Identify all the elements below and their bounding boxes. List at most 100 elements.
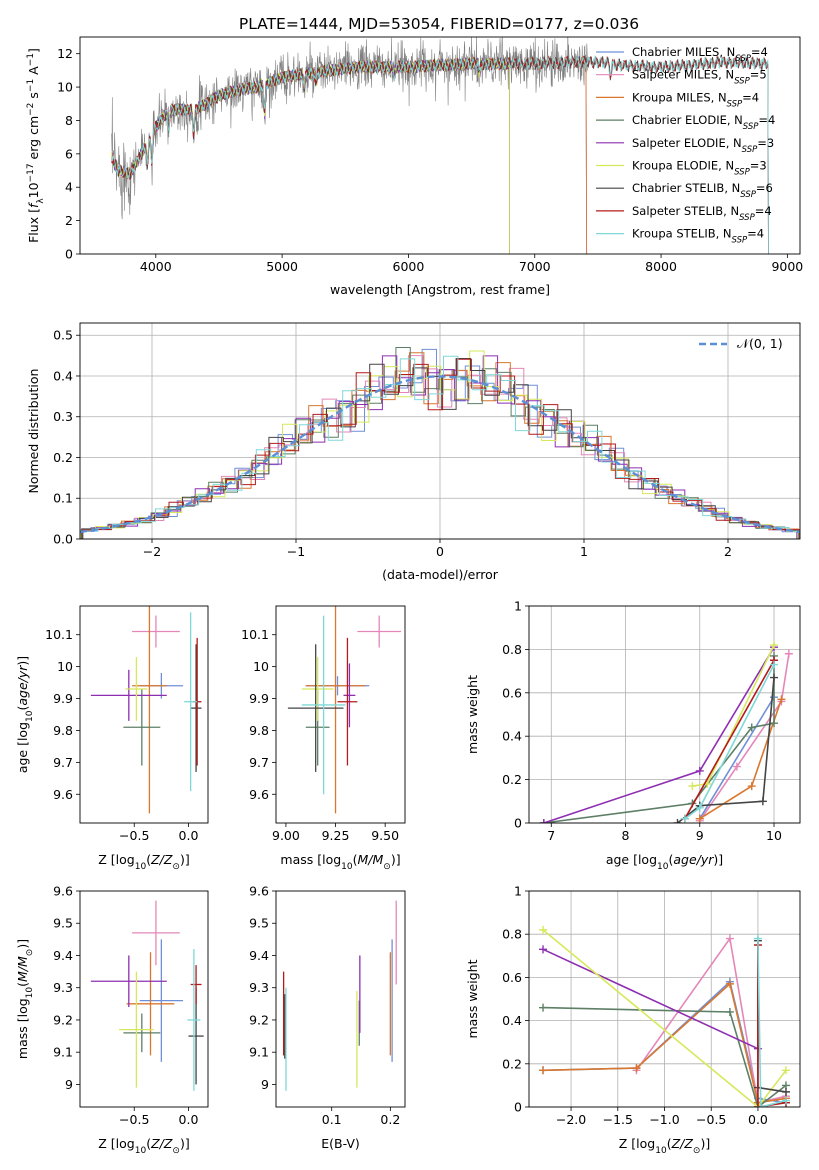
legend-label-value: =4 <box>751 45 768 59</box>
weight-line-chabrier-stelib <box>677 677 775 823</box>
y-tick-label: 9.4 <box>249 948 269 963</box>
histogram-salpeter-stelib <box>82 358 800 539</box>
y-tick-label: 9 <box>261 1077 269 1092</box>
x-axis-label: age [log10(age/yr)] <box>606 852 723 872</box>
weight-marker-kroupa-miles <box>725 979 734 988</box>
weight-marker-salpeter-miles <box>732 762 741 771</box>
y-axis-label-part: 10 <box>25 710 35 722</box>
y-axis-label-part: A <box>26 66 41 79</box>
x-axis-label: mass [log10(M/M⊙)] <box>280 852 400 872</box>
model-spectrum-chabrier-miles <box>111 55 588 254</box>
y-axis-label-part: −2 <box>26 103 36 116</box>
y-tick-label: 9.8 <box>249 723 269 738</box>
x-axis-label-part: Z [log <box>98 1136 134 1151</box>
x-axis-label-part: )] <box>713 852 723 867</box>
x-tick-label: 5000 <box>266 259 298 274</box>
y-axis-label-part: ] <box>26 48 41 53</box>
x-tick-label: −2 <box>143 544 161 559</box>
y-axis-label-part: Flux [ <box>26 208 41 243</box>
y-tick-label: 12 <box>57 46 73 61</box>
x-tick-label: 9.00 <box>272 828 300 843</box>
y-tick-label: 9.6 <box>53 884 73 899</box>
y-axis-label-part: ( <box>15 982 30 987</box>
legend-label-chabrier-elodie: Chabrier ELODIE, NSSP=4 <box>632 113 775 132</box>
y-tick-label: 0.4 <box>502 729 522 744</box>
legend-label-text: Chabrier MILES, N <box>632 45 735 59</box>
histogram-kroupa-miles <box>80 352 799 539</box>
legend-label-sub: SSP <box>739 213 755 223</box>
y-tick-label: 0 <box>514 816 522 831</box>
x-axis-label-part: ( <box>667 1136 672 1151</box>
y-tick-label: 9 <box>65 1077 73 1092</box>
y-tick-label: 0.2 <box>502 772 522 787</box>
weight-line-chabrier-elodie <box>542 1006 787 1107</box>
axes-frame <box>528 605 801 824</box>
x-tick-label: 0.0 <box>748 1112 768 1127</box>
x-tick-label: 4000 <box>140 259 172 274</box>
weight-line-kroupa-elodie <box>542 929 787 1107</box>
x-axis-label-part: Z [log <box>619 1136 655 1151</box>
x-tick-label: 9000 <box>771 259 803 274</box>
weight-marker-kroupa-stelib <box>781 1096 790 1105</box>
plot-area <box>282 900 397 1091</box>
y-tick-label: 10.1 <box>241 627 269 642</box>
y-tick-label: 9.6 <box>53 787 73 802</box>
ticks: −0.5 0.0 9.6 9.7 9.8 9.9 10 10.1 <box>45 627 198 843</box>
x-axis-label-part: )] <box>700 1136 710 1151</box>
weight-marker-chabrier-stelib <box>781 1087 790 1096</box>
weight-marker-kroupa-stelib <box>770 660 779 669</box>
y-tick-label: 9.6 <box>249 884 269 899</box>
weight-marker-kroupa-stelib <box>756 1103 765 1107</box>
y-tick-label: 9.9 <box>249 691 269 706</box>
legend-label-gaussian: 𝒩(0, 1) <box>737 336 783 351</box>
x-tick-label: −2.0 <box>556 1112 586 1127</box>
legend-label-value: =3 <box>757 136 774 150</box>
plot-area <box>90 606 202 814</box>
plot-area <box>90 900 204 1091</box>
x-tick-label: −1.0 <box>649 1112 679 1127</box>
legend-label-sub: SSP <box>727 99 743 109</box>
weight-marker-salpeter-stelib <box>753 1103 762 1107</box>
x-tick-label: 7 <box>547 828 555 843</box>
mass-vs-ebv-panel: 0.1 0.2 9 9.1 9.2 9.3 9.4 9.5 9.6 E(B-V) <box>249 884 406 1151</box>
legend-label-salpeter-miles: Salpeter MILES, NSSP=5 <box>632 68 767 87</box>
weight-marker-salpeter-elodie <box>695 766 704 775</box>
y-tick-label: 0.6 <box>502 970 522 985</box>
x-tick-label: 10 <box>766 828 782 843</box>
model-spectrum-chabrier-elodie <box>111 57 510 254</box>
x-axis-label: Z [log10(Z/Z⊙)] <box>619 1136 710 1156</box>
legend-label-sub: SSP <box>742 145 758 155</box>
y-axis-label-part: 10 <box>25 987 35 999</box>
legend-label-value: =4 <box>755 204 772 218</box>
y-tick-label: 0.2 <box>53 450 73 465</box>
y-tick-label: 0.2 <box>502 1056 522 1071</box>
axes-frame <box>528 890 801 1108</box>
weight-marker-kroupa-stelib <box>695 803 704 812</box>
y-tick-label: 1 <box>514 884 522 899</box>
x-axis-label-part: age [log <box>606 852 657 867</box>
model-spectrum-kroupa-miles <box>111 55 588 254</box>
x-tick-label: −0.5 <box>696 1112 726 1127</box>
gaussian-curve <box>80 375 800 534</box>
y-axis-label: mass weight <box>465 959 480 1038</box>
plot-area <box>287 606 402 814</box>
legend: 𝒩(0, 1) <box>699 336 783 351</box>
x-axis-label-part: ( <box>353 852 358 867</box>
x-axis-label-part: ⊙ <box>172 862 180 872</box>
x-tick-label: 9 <box>696 828 704 843</box>
ticks: −2 −1 0 1 2 0.0 0.1 0.2 0.3 0.4 0.5 <box>53 328 732 559</box>
axes-frame <box>79 322 801 540</box>
y-tick-label: 9.3 <box>53 980 73 995</box>
y-axis-label-part: ⊙ <box>25 949 35 957</box>
histogram-kroupa-elodie <box>80 350 800 539</box>
y-axis-label-part: age/yr <box>15 665 30 706</box>
weight-marker-kroupa-stelib <box>680 814 689 823</box>
weight-marker-kroupa-stelib <box>753 934 762 943</box>
histogram-chabrier-miles <box>80 348 797 539</box>
y-tick-label: 0.3 <box>53 409 73 424</box>
ticks: −0.5 0.0 9 9.1 9.2 9.3 9.4 9.5 9.6 <box>53 884 198 1128</box>
y-tick-label: 9.6 <box>249 787 269 802</box>
legend-label-salpeter-stelib: Salpeter STELIB, NSSP=4 <box>632 204 772 223</box>
weight-marker-kroupa-miles <box>632 1064 641 1073</box>
